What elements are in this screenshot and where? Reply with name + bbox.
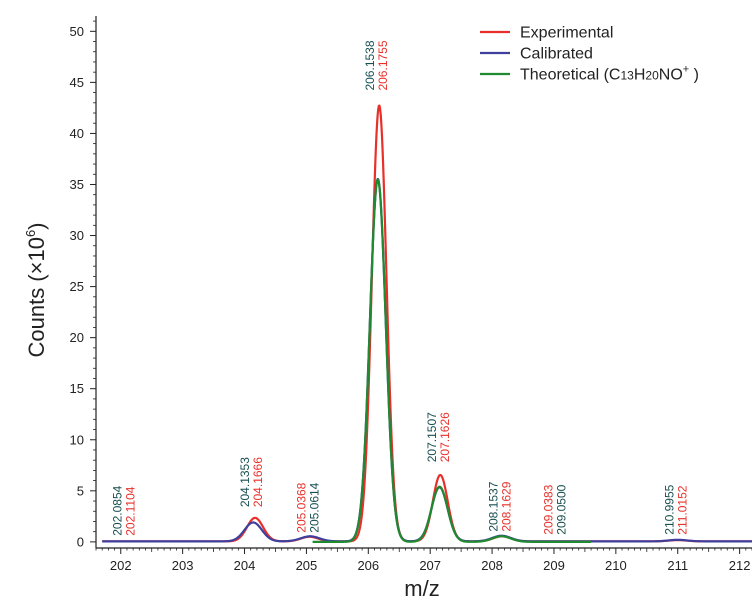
y-tick-label: 0 xyxy=(77,534,84,549)
series-line-calibrated xyxy=(101,177,752,543)
y-tick-label: 20 xyxy=(70,330,84,345)
peak-label: 207.1626 xyxy=(438,412,452,462)
y-tick-label: 15 xyxy=(70,381,84,396)
peak-label: 208.1537 xyxy=(486,481,500,531)
peak-label: 206.1538 xyxy=(363,40,377,90)
x-tick-label: 212 xyxy=(729,558,751,573)
x-tick-label: 204 xyxy=(234,558,256,573)
x-axis-title: m/z xyxy=(404,576,439,601)
peak-label: 204.1353 xyxy=(238,457,252,507)
y-tick-label: 50 xyxy=(70,24,84,39)
peak-label: 208.1629 xyxy=(499,481,513,531)
peak-label: 202.0854 xyxy=(111,485,125,535)
legend-label: Experimental xyxy=(520,25,613,42)
y-tick-label: 40 xyxy=(70,126,84,141)
x-tick-label: 207 xyxy=(419,558,441,573)
legend-label: Calibrated xyxy=(520,46,593,63)
peak-label: 205.0368 xyxy=(295,482,309,532)
peak-label: 209.0500 xyxy=(554,484,568,534)
series-line-theoretical xyxy=(312,178,592,543)
y-tick-label: 25 xyxy=(70,279,84,294)
peak-label: 205.0614 xyxy=(308,482,322,532)
axes: 202 203 204 205 206 207 208 209 210 211 212 0 5 10 15 2… xyxy=(70,16,752,573)
x-tick-label: 211 xyxy=(667,558,688,573)
peak-label: 202.1104 xyxy=(124,486,138,535)
peak-label: 206.1755 xyxy=(376,40,390,90)
series-line-experimental xyxy=(101,104,752,543)
y-tick-label: 35 xyxy=(70,177,84,192)
y-tick-label: 45 xyxy=(70,75,84,90)
x-tick-label: 206 xyxy=(357,558,379,573)
x-tick-label: 202 xyxy=(110,558,132,573)
x-tick-label: 203 xyxy=(172,558,194,573)
x-tick-label: 208 xyxy=(481,558,503,573)
y-tick-label: 10 xyxy=(70,432,84,447)
peak-label: 211.0152 xyxy=(676,485,690,534)
plot-lines xyxy=(101,104,752,543)
x-tick-label: 209 xyxy=(543,558,565,573)
peak-label: 207.1507 xyxy=(425,412,439,462)
x-tick-label: 205 xyxy=(296,558,318,573)
x-tick-label: 210 xyxy=(605,558,627,573)
y-tick-label: 30 xyxy=(70,228,84,243)
peak-label: 210.9955 xyxy=(663,484,677,534)
peak-label: 204.1666 xyxy=(251,457,265,507)
peak-label: 209.0383 xyxy=(541,484,555,534)
y-tick-label: 5 xyxy=(77,483,84,498)
legend-label: Theoretical (C13H20NO+ ) xyxy=(520,64,699,84)
y-axis-title: Counts (×106) xyxy=(23,222,49,357)
